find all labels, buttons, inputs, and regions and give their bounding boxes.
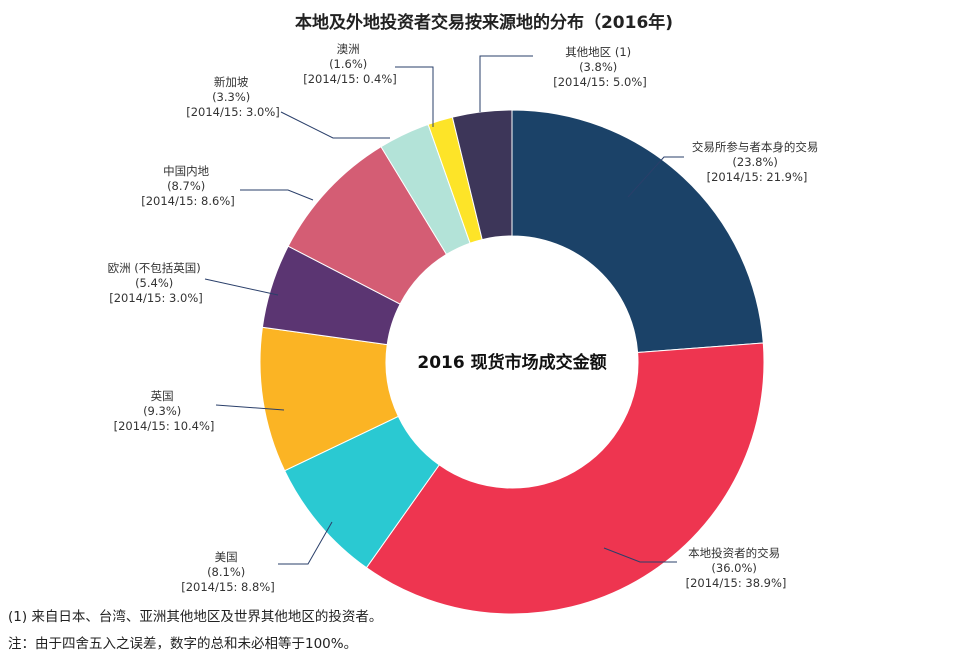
slices-group [259,109,765,615]
slice-value: (8.1%) [207,565,245,579]
center-label: 2016 现货市场成交金额 [417,352,606,373]
leader-line [280,111,390,139]
leader-line [479,55,533,112]
slice-name: 美国 [215,550,238,564]
slice-label: 本地投资者的交易 (36.0%) [2014/15: 38.9%] [686,546,787,590]
slice-prior: [2014/15: 21.9%] [707,170,808,184]
slice-value: (3.3%) [212,90,250,104]
slice-name: 本地投资者的交易 [688,546,780,560]
slice-prior: [2014/15: 0.4%] [303,72,397,86]
slice-value: (23.8%) [732,155,778,169]
slice-label: 澳洲 (1.6%) [2014/15: 0.4%] [303,42,397,86]
leader-line [215,404,285,411]
slice-label: 其他地区 (1) (3.8%) [2014/15: 5.0%] [553,45,647,89]
slice-label: 交易所参与者本身的交易 (23.8%) [2014/15: 21.9%] [692,140,822,184]
slice-prior: [2014/15: 8.6%] [141,194,235,208]
slice-name: 澳洲 [337,42,360,56]
slice-value: (8.7%) [167,179,205,193]
slice-name: 中国内地 [163,164,209,178]
slice-label: 中国内地 (8.7%) [2014/15: 8.6%] [141,164,235,208]
donut-slice [365,342,765,615]
leader-line [204,278,279,296]
slice-prior: [2014/15: 3.0%] [186,105,280,119]
chart-title: 本地及外地投资者交易按来源地的分布（2016年) [295,12,673,33]
leader-line [240,189,314,201]
slice-label: 新加坡 (3.3%) [2014/15: 3.0%] [186,75,280,119]
slice-label: 英国 (9.3%) [2014/15: 10.4%] [114,389,215,433]
slice-value: (5.4%) [135,276,173,290]
leader-lines-group [204,55,684,565]
leader-line [627,156,684,198]
leader-line [278,521,333,565]
slice-value: (9.3%) [143,404,181,418]
slice-value: (36.0%) [711,561,757,575]
slice-name: 其他地区 (1) [565,45,631,59]
slice-name: 新加坡 [214,75,249,89]
slice-prior: [2014/15: 8.8%] [181,580,275,594]
slice-prior: [2014/15: 38.9%] [686,576,787,590]
slice-name: 交易所参与者本身的交易 [692,140,819,154]
slice-name: 欧洲 (不包括英国) [108,261,201,275]
slice-name: 英国 [151,389,174,403]
slice-label: 欧洲 (不包括英国) (5.4%) [2014/15: 3.0%] [108,261,205,305]
slice-prior: [2014/15: 10.4%] [114,419,215,433]
slice-prior: [2014/15: 5.0%] [553,75,647,89]
donut-slice [451,109,513,241]
leader-line [603,547,677,563]
donut-slice [511,109,764,354]
footnote: 注：由于四舍五入之误差，数字的总和未必相等于100%。 [8,635,357,652]
leader-line [395,66,434,127]
slice-label: 美国 (8.1%) [2014/15: 8.8%] [181,550,275,594]
slice-prior: [2014/15: 3.0%] [109,291,203,305]
slice-labels-group: 交易所参与者本身的交易 (23.8%) [2014/15: 21.9%] 本地投… [108,42,822,594]
footnote: (1) 来自日本、台湾、亚洲其他地区及世界其他地区的投资者。 [8,608,382,625]
slice-value: (1.6%) [329,57,367,71]
slice-value: (3.8%) [579,60,617,74]
